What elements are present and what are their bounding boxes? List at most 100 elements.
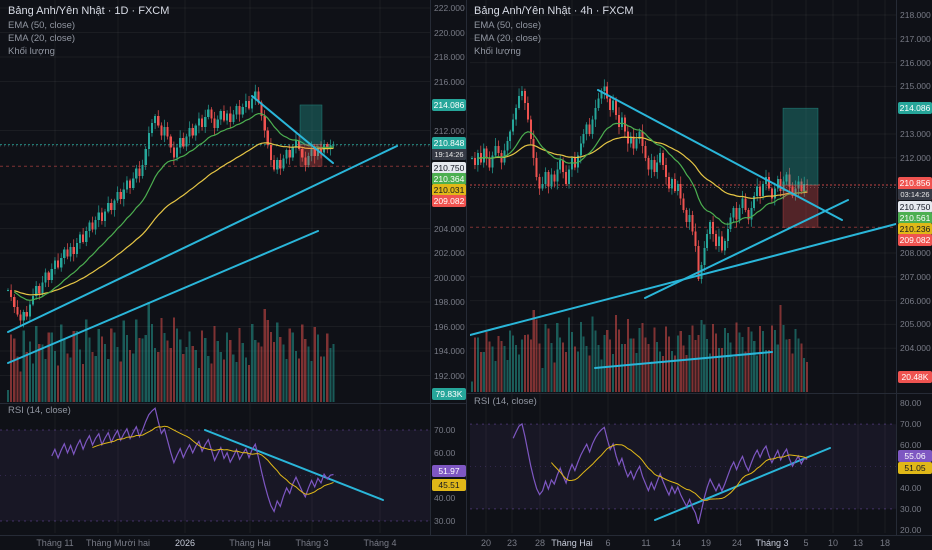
time-axis-label[interactable]: 11 — [641, 538, 651, 548]
price-axis-label: 198.000 — [434, 297, 465, 307]
price-axis-label: 200.000 — [434, 272, 465, 283]
volume-layer — [470, 305, 809, 392]
ema50-value-badge: 210.236 — [898, 223, 932, 235]
target-price-badge: 214.086 — [898, 102, 932, 114]
time-axis-label[interactable]: 19 — [700, 538, 712, 548]
grid-layer — [470, 0, 896, 533]
price-axis-label: 204.000 — [434, 223, 465, 234]
time-axis-label[interactable]: 20 — [480, 538, 492, 548]
trendline-0[interactable] — [7, 145, 398, 333]
price-axis-daily[interactable]: 222.000220.000218.000216.000212.000206.0… — [430, 0, 467, 535]
ema20-value-badge: 210.561 — [898, 212, 932, 224]
volume-value-badge: 20.48K — [898, 371, 932, 383]
price-axis-label: 220.000 — [434, 27, 465, 38]
time-axis[interactable]: Tháng 11 Tháng Mười hai 2026 Tháng Hai Tháng… — [0, 535, 932, 550]
volume-layer — [6, 302, 335, 402]
rsi-indicator-label-daily[interactable]: RSI (14, close) — [8, 405, 71, 416]
price-axis-label: 222.000 — [434, 3, 465, 13]
price-axis-label: 212.000 — [434, 125, 465, 136]
price-axis-label: 205.000 — [900, 319, 931, 330]
pane-separator-4h[interactable] — [466, 393, 932, 394]
time-axis-label[interactable]: Tháng 3 — [755, 538, 789, 548]
countdown-timer: 03:14:26 — [898, 189, 932, 200]
rsi-line[interactable] — [512, 422, 808, 525]
stop-price-badge: 209.082 — [432, 195, 466, 207]
candles-layer — [6, 84, 335, 328]
ema20-line[interactable] — [477, 122, 808, 225]
time-axis-label[interactable]: Tháng 4 — [363, 538, 397, 548]
time-axis-label[interactable]: Tháng Mười hai — [86, 538, 150, 548]
price-axis-label: 206.000 — [900, 295, 931, 306]
price-axis-label: 204.000 — [900, 343, 931, 354]
trendline-3[interactable] — [594, 351, 773, 369]
time-axis-label[interactable]: 5 — [803, 538, 809, 548]
rsi-axis-label: 40.00 — [900, 482, 922, 493]
time-axis-label[interactable]: 10 — [827, 538, 839, 548]
trendline-3[interactable] — [204, 429, 384, 501]
rsi-value-badge: 55.06 — [898, 450, 932, 462]
trendline-0[interactable] — [597, 89, 843, 221]
price-axis-label: 196.000 — [434, 321, 465, 332]
long-position-tool[interactable] — [299, 104, 323, 167]
rsi-line[interactable] — [51, 407, 334, 513]
time-axis-label[interactable]: 6 — [605, 538, 611, 548]
time-axis-label[interactable]: Tháng Hai — [229, 538, 271, 548]
price-level-lines — [0, 144, 430, 167]
time-axis-label[interactable]: Tháng Hai — [551, 538, 593, 548]
time-axis-label[interactable]: 14 — [670, 538, 682, 548]
price-axis-label: 216.000 — [900, 57, 931, 68]
time-axis-label[interactable]: 2026 — [174, 538, 196, 548]
price-level-lines — [470, 184, 896, 228]
price-axis-label: 218.000 — [900, 10, 931, 20]
rsi-value-badge: 51.97 — [432, 465, 466, 477]
trendline-2[interactable] — [251, 95, 334, 164]
time-axis-label[interactable]: 28 — [534, 538, 546, 548]
long-position-tool[interactable] — [782, 107, 819, 228]
chart-panel-4h[interactable]: Bảng Anh/Yên Nhật · 4h · FXCM EMA (50, c… — [466, 0, 932, 550]
last-price-countdown-badge: 210.848 19:14:26 — [432, 137, 466, 160]
rsi-ma-line[interactable] — [92, 425, 334, 495]
countdown-timer: 19:14:26 — [432, 149, 466, 160]
panel-divider[interactable] — [466, 0, 467, 550]
price-axis-label: 207.000 — [900, 271, 931, 282]
time-axis-label[interactable]: Tháng 11 — [36, 538, 74, 548]
rsi-axis-label: 20.00 — [900, 525, 922, 535]
rsi-band — [0, 429, 430, 522]
time-axis-label[interactable]: 24 — [731, 538, 743, 548]
trendline-4[interactable] — [654, 447, 831, 521]
ema50-line[interactable] — [477, 136, 808, 199]
position-stop-box — [299, 144, 323, 167]
pane-separator-daily[interactable] — [0, 403, 466, 404]
rsi-axis-label: 60.00 — [900, 440, 922, 451]
trendline-1[interactable] — [644, 199, 849, 299]
chart-panel-daily[interactable]: Bảng Anh/Yên Nhật · 1D · FXCM EMA (50, c… — [0, 0, 466, 550]
rsi-axis-label: 70.00 — [434, 425, 456, 435]
ema50-line[interactable] — [14, 142, 334, 296]
rsi-indicator-label-4h[interactable]: RSI (14, close) — [474, 396, 537, 407]
ema50-value-badge: 210.031 — [432, 184, 466, 196]
trendline-2[interactable] — [470, 223, 896, 336]
price-chart-4h[interactable] — [470, 0, 896, 535]
time-axis-label[interactable]: 13 — [852, 538, 864, 548]
rsi-band — [470, 423, 896, 510]
stop-price-badge: 209.082 — [898, 234, 932, 246]
time-axis-label[interactable]: 18 — [879, 538, 891, 548]
time-axis-label[interactable]: 23 — [506, 538, 518, 548]
price-axis-label: 216.000 — [434, 76, 465, 87]
ema20-value-badge: 210.364 — [432, 173, 466, 185]
price-axis-label: 213.000 — [900, 129, 931, 139]
trendline-1[interactable] — [7, 230, 319, 364]
rsi-axis-label: 70.00 — [900, 419, 922, 430]
price-chart-daily[interactable] — [0, 0, 430, 535]
prev-close-badge: 210.750 — [432, 162, 466, 174]
rsi-axis-label: 80.00 — [900, 398, 922, 408]
price-axis-4h[interactable]: 218.000 217.000 216.000 215.000 213.000 212.0… — [896, 0, 932, 535]
rsi-axis-label: 40.00 — [434, 493, 456, 504]
ema20-line[interactable] — [13, 112, 334, 301]
rsi-axis-label: 30.00 — [900, 503, 922, 514]
position-target-box — [782, 107, 819, 186]
price-axis-label: 192.000 — [434, 370, 465, 381]
time-axis-label[interactable]: Tháng 3 — [295, 538, 329, 548]
rsi-ma-line[interactable] — [551, 443, 808, 501]
